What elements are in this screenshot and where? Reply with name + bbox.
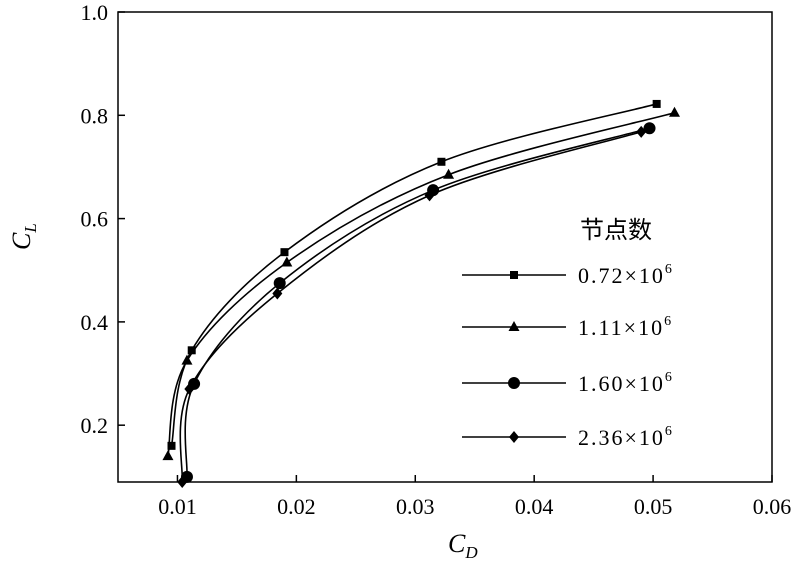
y-tick-label: 0.6 bbox=[81, 207, 109, 232]
plot-frame bbox=[117, 11, 773, 483]
square-marker bbox=[437, 157, 446, 166]
legend-label: 1.60×106 bbox=[578, 370, 674, 396]
triangle-marker bbox=[181, 354, 193, 365]
legend-label-base: 1.60×10 bbox=[578, 371, 665, 396]
square-marker bbox=[187, 346, 196, 355]
square-marker bbox=[510, 271, 518, 279]
circle-marker bbox=[643, 122, 656, 135]
legend-item: 0.72×106 bbox=[462, 262, 674, 288]
y-axis-title-main: C bbox=[7, 232, 36, 250]
circle-marker bbox=[508, 377, 520, 389]
diamond-marker bbox=[272, 287, 283, 300]
series-line bbox=[170, 103, 657, 447]
legend-label: 2.36×106 bbox=[578, 424, 674, 450]
x-tick-label: 0.04 bbox=[515, 494, 554, 519]
diamond-marker bbox=[177, 476, 188, 488]
square-marker bbox=[652, 99, 661, 108]
legend-label-exponent: 6 bbox=[665, 370, 674, 385]
y-tick-label: 1.0 bbox=[81, 0, 109, 25]
circle-marker bbox=[273, 277, 286, 290]
legend-label: 0.72×106 bbox=[578, 262, 674, 288]
triangle-marker bbox=[281, 256, 293, 267]
series-line bbox=[167, 111, 675, 457]
diamond-marker bbox=[509, 431, 519, 443]
square-marker bbox=[167, 441, 176, 450]
series-line bbox=[179, 131, 642, 483]
x-tick-label: 0.03 bbox=[396, 494, 435, 519]
legend-label-base: 0.72×10 bbox=[578, 263, 665, 288]
triangle-marker bbox=[668, 106, 680, 117]
x-axis-title-main: C bbox=[448, 529, 466, 558]
legend-label-exponent: 6 bbox=[664, 314, 673, 329]
y-axis-title-sub: L bbox=[21, 223, 40, 233]
x-axis-title: CD bbox=[448, 529, 478, 562]
legend-item: 1.11×106 bbox=[462, 314, 673, 340]
series-1 bbox=[167, 99, 661, 450]
diamond-marker bbox=[424, 189, 435, 202]
legend-item: 1.60×106 bbox=[462, 370, 674, 396]
legend-label-base: 2.36×10 bbox=[578, 425, 665, 450]
legend-label-exponent: 6 bbox=[665, 262, 674, 277]
x-tick-label: 0.05 bbox=[634, 494, 673, 519]
y-tick-label: 0.8 bbox=[81, 103, 109, 128]
legend-label-base: 1.11×10 bbox=[578, 315, 664, 340]
triangle-marker bbox=[508, 321, 520, 331]
y-tick-label: 0.2 bbox=[81, 413, 109, 438]
x-axis-ticks: 0.01 0.02 0.03 0.04 0.05 0.06 bbox=[158, 475, 791, 519]
y-axis-title: CL bbox=[7, 223, 40, 250]
legend-item: 2.36×106 bbox=[462, 424, 674, 450]
square-marker bbox=[280, 248, 289, 257]
triangle-marker bbox=[443, 168, 455, 179]
legend-label-exponent: 6 bbox=[665, 424, 674, 439]
x-axis-title-sub: D bbox=[464, 543, 478, 562]
legend-title: 节点数 bbox=[580, 216, 652, 244]
x-tick-label: 0.06 bbox=[753, 494, 792, 519]
series-2 bbox=[162, 106, 680, 461]
triangle-marker bbox=[162, 450, 174, 461]
x-tick-label: 0.02 bbox=[277, 494, 316, 519]
x-tick-label: 0.01 bbox=[158, 494, 197, 519]
diamond-marker bbox=[184, 383, 195, 396]
diamond-marker bbox=[636, 125, 647, 138]
y-axis-ticks: 0.2 0.4 0.6 0.8 1.0 bbox=[81, 0, 125, 438]
series-4 bbox=[177, 125, 647, 488]
legend-label: 1.11×106 bbox=[578, 314, 673, 340]
series-layer bbox=[162, 99, 680, 488]
y-tick-label: 0.4 bbox=[81, 310, 109, 335]
